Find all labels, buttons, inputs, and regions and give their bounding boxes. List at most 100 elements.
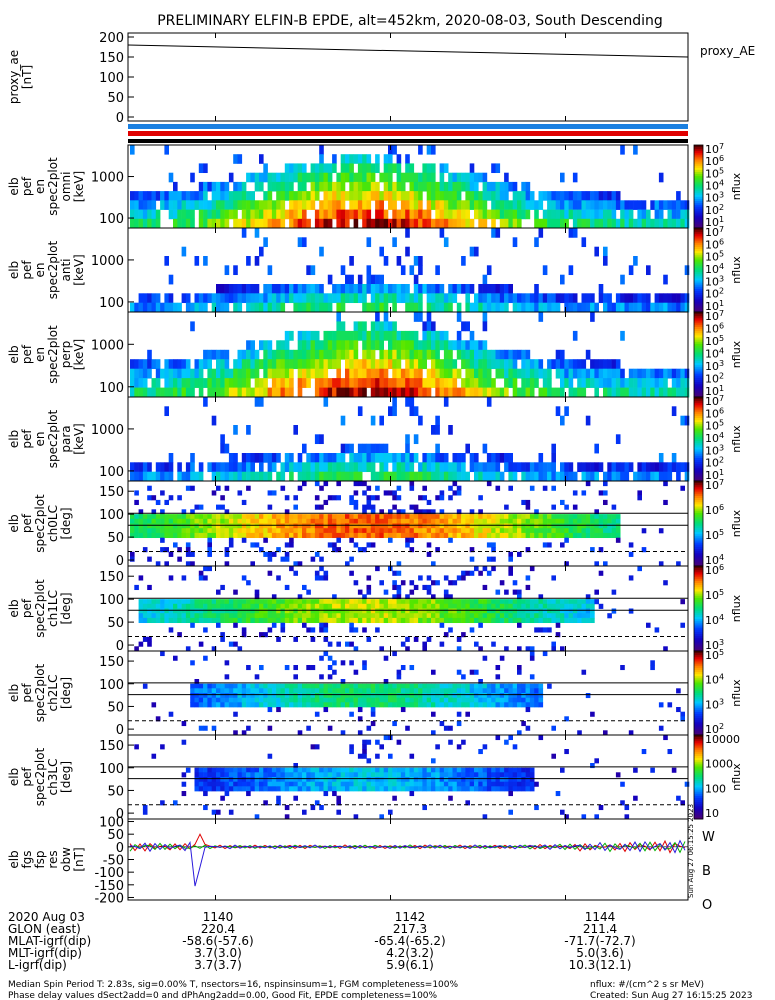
heatmap-cell — [512, 368, 518, 379]
heatmap-cell — [517, 293, 522, 304]
heatmap-cell — [426, 293, 432, 304]
heatmap-cell — [362, 368, 367, 379]
heatmap-cell — [667, 462, 673, 473]
heatmap-cell — [349, 471, 354, 482]
heatmap-cell — [246, 725, 251, 731]
heatmap-cell — [491, 228, 496, 238]
heatmap-cell — [142, 613, 148, 619]
heatmap-cell — [362, 608, 367, 614]
colorbar-segment — [694, 566, 703, 569]
heatmap-cell — [241, 688, 247, 694]
heatmap-cell — [375, 566, 380, 572]
heatmap-cell — [181, 509, 187, 515]
heatmap-cell — [469, 697, 475, 703]
heatmap-cell — [504, 646, 509, 652]
heatmap-cell — [323, 617, 329, 624]
heatmap-cell — [259, 218, 264, 229]
heatmap-cell — [276, 532, 281, 539]
heatmap-cell — [538, 608, 544, 614]
heatmap-cell — [190, 523, 195, 529]
heatmap-cell — [306, 777, 311, 783]
heatmap-cell — [190, 462, 195, 473]
heatmap-cell — [173, 542, 178, 548]
tick-exponent: 6 — [719, 237, 724, 246]
heatmap-cell — [551, 608, 556, 614]
heatmap-cell — [555, 293, 561, 304]
heatmap-cell — [280, 471, 286, 482]
heatmap-cell — [431, 368, 436, 379]
heatmap-cell — [160, 617, 165, 624]
heatmap-cell — [216, 617, 221, 624]
heatmap-cell — [499, 293, 505, 304]
heatmap-cell — [620, 378, 625, 388]
heatmap-cell — [409, 481, 415, 487]
colorbar-segment — [694, 716, 703, 719]
heatmap-cell — [345, 349, 350, 360]
colorbar-segment — [694, 267, 703, 271]
tick-exponent: 3 — [719, 443, 724, 452]
heatmap-cell — [568, 265, 574, 276]
heatmap-cell — [676, 218, 681, 229]
heatmap-cell — [499, 608, 505, 614]
heatmap-cell — [198, 163, 204, 174]
heatmap-cell — [323, 786, 329, 792]
heatmap-cell — [297, 471, 303, 482]
heatmap-cell — [151, 753, 157, 759]
heatmap-cell — [504, 172, 509, 183]
tick-exponent: 6 — [719, 322, 724, 331]
tick-exponent: 4 — [719, 347, 724, 356]
heatmap-cell — [388, 509, 393, 515]
heatmap-cell — [491, 181, 496, 192]
heatmap-cell — [585, 218, 591, 229]
heatmap-cell — [220, 683, 225, 689]
heatmap-cell — [542, 471, 548, 482]
heatmap-cell — [370, 772, 376, 778]
heatmap-cell — [306, 518, 311, 524]
heatmap-cell — [392, 777, 397, 783]
heatmap-cell — [284, 617, 290, 624]
heatmap-cell — [560, 514, 565, 520]
heatmap-cell — [177, 532, 182, 539]
heatmap-cell — [551, 575, 556, 581]
heatmap-cell — [263, 523, 268, 529]
heatmap-cell — [499, 471, 505, 482]
heatmap-cell — [400, 471, 406, 482]
y-axis-label-line: elb — [7, 684, 21, 702]
heatmap-cell — [216, 532, 221, 539]
heatmap-cell — [418, 523, 423, 529]
heatmap-cell — [366, 589, 372, 595]
heatmap-cell — [319, 154, 324, 164]
heatmap-cell — [211, 608, 217, 614]
heatmap-cell — [327, 163, 333, 174]
heatmap-cell — [426, 636, 432, 642]
heatmap-cell — [173, 387, 178, 398]
heatmap-cell — [306, 172, 311, 183]
heatmap-cell — [336, 481, 341, 487]
heatmap-cell — [160, 613, 165, 619]
heatmap-cell — [254, 293, 260, 304]
heatmap-cell — [405, 453, 410, 463]
heatmap-cell — [203, 786, 208, 792]
heatmap-cell — [525, 617, 531, 624]
heatmap-cell — [147, 368, 152, 379]
heatmap-cell — [224, 191, 230, 201]
heatmap-cell — [366, 349, 372, 360]
heatmap-cell — [538, 462, 544, 473]
tick-exponent: 3 — [719, 191, 724, 200]
heatmap-cell — [353, 368, 359, 379]
heatmap-cell — [452, 693, 458, 699]
heatmap-cell — [198, 781, 204, 787]
heatmap-cell — [607, 209, 612, 220]
heatmap-cell — [263, 537, 268, 543]
heatmap-cell — [254, 674, 260, 680]
y-tick-label: 50 — [107, 616, 124, 631]
heatmap-cell — [598, 518, 604, 524]
heatmap-cell — [177, 359, 182, 370]
colorbar-segment — [694, 232, 703, 235]
heatmap-cell — [448, 580, 453, 586]
heatmap-cell — [603, 209, 608, 220]
heatmap-cell — [366, 584, 372, 591]
heatmap-cell — [560, 603, 565, 609]
heatmap-cell — [198, 359, 204, 370]
